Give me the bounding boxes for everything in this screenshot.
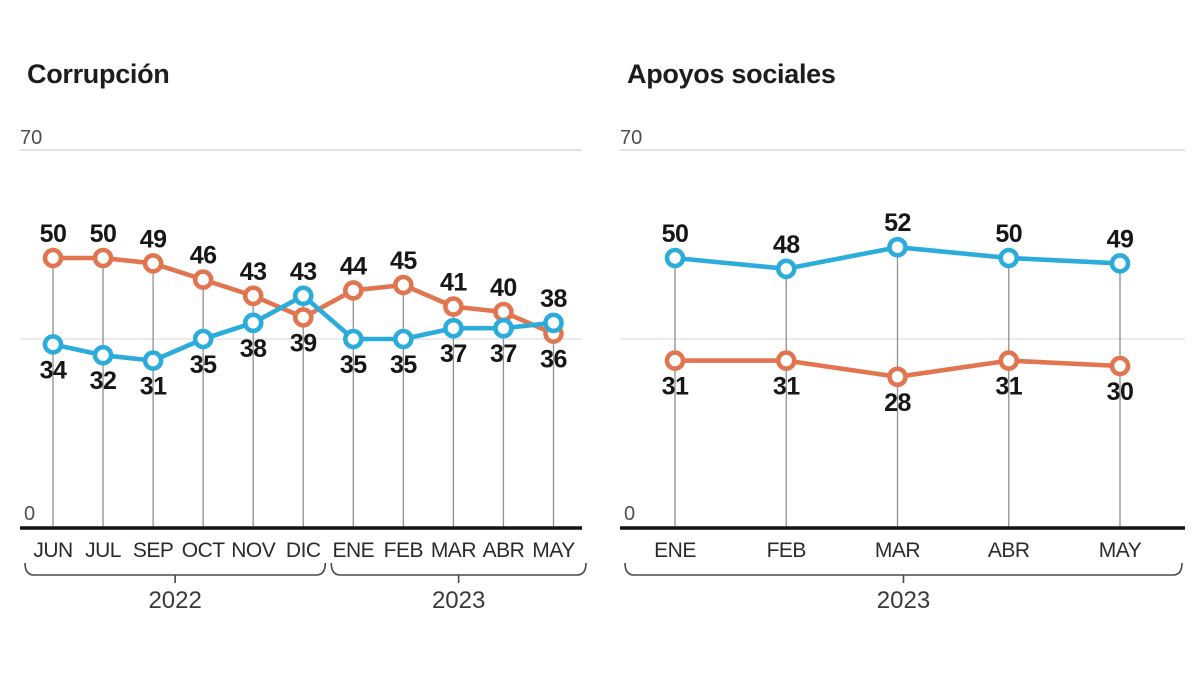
marker-serie-naranja bbox=[887, 366, 908, 388]
value-label-serie-naranja: 46 bbox=[190, 242, 217, 270]
chart-title-corrupcion: Corrupción bbox=[27, 59, 170, 89]
y-tick-0: 0 bbox=[624, 503, 635, 525]
value-label-serie-azul: 50 bbox=[662, 220, 689, 248]
value-label-serie-azul: 37 bbox=[490, 340, 517, 368]
marker-serie-naranja bbox=[242, 285, 264, 307]
chart-corrupcion-plot: 70 0 50 50 49 46 43 39 44 45 41 40 36 34 32 31 35 38 43 35 3… bbox=[20, 127, 587, 614]
x-label-month: DIC bbox=[286, 539, 321, 562]
marker-serie-naranja bbox=[393, 274, 414, 296]
marker-serie-naranja bbox=[664, 350, 686, 371]
marker-serie-naranja bbox=[42, 247, 64, 269]
chart-corrupcion: Corrupción 70 0 50 50 49 46 43 39 44 45 41 40 36 34 32… bbox=[20, 59, 587, 614]
marker-serie-naranja bbox=[92, 247, 114, 269]
y-tick-70: 70 bbox=[20, 127, 42, 149]
x-label-month: MAY bbox=[1099, 539, 1142, 562]
value-label-serie-naranja: 49 bbox=[140, 225, 167, 253]
value-label-serie-azul: 31 bbox=[140, 373, 167, 401]
value-label-serie-naranja: 31 bbox=[662, 373, 689, 401]
marker-serie-azul bbox=[342, 328, 364, 350]
marker-serie-naranja bbox=[142, 253, 164, 274]
year-bracket bbox=[24, 562, 327, 576]
marker-serie-naranja bbox=[493, 301, 514, 323]
value-label-serie-naranja: 30 bbox=[1107, 378, 1134, 406]
marker-serie-azul bbox=[242, 312, 264, 334]
year-bracket bbox=[624, 562, 1183, 576]
x-label-month: FEB bbox=[767, 539, 806, 562]
value-label-serie-azul: 37 bbox=[440, 340, 467, 368]
chart-apoyos-sociales: Apoyos sociales 70 0 50 48 52 50 49 31 31 28 31 30 E… bbox=[600, 0, 1200, 676]
x-label-month: ABR bbox=[988, 539, 1030, 562]
value-label-serie-azul: 52 bbox=[884, 209, 911, 237]
y-tick-0: 0 bbox=[24, 503, 35, 525]
value-label-serie-naranja: 50 bbox=[40, 220, 67, 248]
value-label-serie-azul: 35 bbox=[190, 351, 217, 379]
marker-serie-azul bbox=[443, 317, 464, 339]
marker-serie-naranja bbox=[192, 269, 214, 290]
marker-serie-naranja bbox=[292, 307, 314, 328]
value-label-serie-naranja: 43 bbox=[240, 258, 267, 286]
x-label-month: MAR bbox=[875, 539, 921, 562]
marker-serie-azul bbox=[142, 350, 164, 371]
x-label-month: ABR bbox=[483, 539, 525, 562]
value-label-serie-azul: 35 bbox=[340, 351, 367, 379]
x-label-month: NOV bbox=[231, 539, 276, 562]
value-label-serie-naranja: 40 bbox=[490, 274, 517, 302]
x-label-month: JUN bbox=[33, 539, 72, 562]
value-label-serie-azul: 35 bbox=[390, 351, 417, 379]
marker-serie-azul bbox=[664, 247, 686, 269]
value-label-serie-naranja: 41 bbox=[440, 269, 467, 297]
marker-serie-azul bbox=[42, 334, 64, 355]
x-label-month: FEB bbox=[384, 539, 423, 562]
value-label-serie-azul: 43 bbox=[290, 258, 317, 286]
value-label-serie-naranja: 44 bbox=[340, 252, 367, 280]
marker-serie-naranja bbox=[443, 296, 464, 317]
value-label-serie-azul: 32 bbox=[90, 367, 117, 395]
marker-serie-azul bbox=[493, 317, 514, 339]
value-label-serie-naranja: 28 bbox=[884, 389, 911, 417]
marker-serie-azul bbox=[887, 236, 908, 258]
value-label-serie-naranja: 36 bbox=[540, 346, 567, 374]
x-label-month: MAY bbox=[532, 539, 575, 562]
marker-serie-naranja bbox=[775, 350, 797, 371]
y-tick-70: 70 bbox=[620, 127, 642, 149]
x-label-year: 2023 bbox=[877, 587, 930, 614]
marker-serie-naranja bbox=[998, 350, 1020, 371]
x-label-month: ENE bbox=[654, 539, 696, 562]
value-label-serie-azul: 34 bbox=[40, 356, 67, 384]
x-label-year: 2023 bbox=[432, 587, 485, 614]
x-label-month: MAR bbox=[431, 539, 477, 562]
marker-serie-azul bbox=[92, 344, 114, 366]
value-label-serie-azul: 38 bbox=[540, 285, 567, 313]
marker-serie-azul bbox=[998, 247, 1020, 269]
x-label-month: SEP bbox=[133, 539, 174, 562]
marker-serie-azul bbox=[292, 285, 314, 307]
marker-serie-naranja bbox=[342, 280, 364, 301]
x-label-year: 2022 bbox=[148, 587, 201, 614]
value-label-serie-naranja: 45 bbox=[390, 247, 417, 275]
x-label-month: JUL bbox=[85, 539, 121, 562]
value-label-serie-azul: 38 bbox=[240, 335, 267, 363]
value-label-serie-azul: 49 bbox=[1107, 225, 1134, 253]
chart-apoyos-sociales-plot: 70 0 50 48 52 50 49 31 31 28 31 30 ENE FEB MAR ABR MAY 20… bbox=[620, 127, 1185, 614]
year-bracket bbox=[330, 562, 587, 576]
marker-serie-azul bbox=[775, 258, 797, 280]
value-label-serie-naranja: 50 bbox=[90, 220, 117, 248]
x-label-month: ENE bbox=[332, 539, 374, 562]
chart-title-apoyos-sociales: Apoyos sociales bbox=[627, 59, 836, 89]
value-label-serie-naranja: 31 bbox=[995, 373, 1022, 401]
marker-serie-azul bbox=[1109, 253, 1131, 274]
value-label-serie-azul: 48 bbox=[773, 231, 800, 259]
x-label-month: OCT bbox=[182, 539, 226, 562]
marker-serie-azul bbox=[393, 328, 414, 350]
value-label-serie-naranja: 31 bbox=[773, 373, 800, 401]
marker-serie-azul bbox=[192, 328, 214, 350]
value-label-serie-azul: 50 bbox=[995, 220, 1022, 248]
marker-serie-azul bbox=[543, 312, 564, 334]
value-label-serie-naranja: 39 bbox=[290, 329, 317, 357]
marker-serie-naranja bbox=[1109, 355, 1131, 377]
